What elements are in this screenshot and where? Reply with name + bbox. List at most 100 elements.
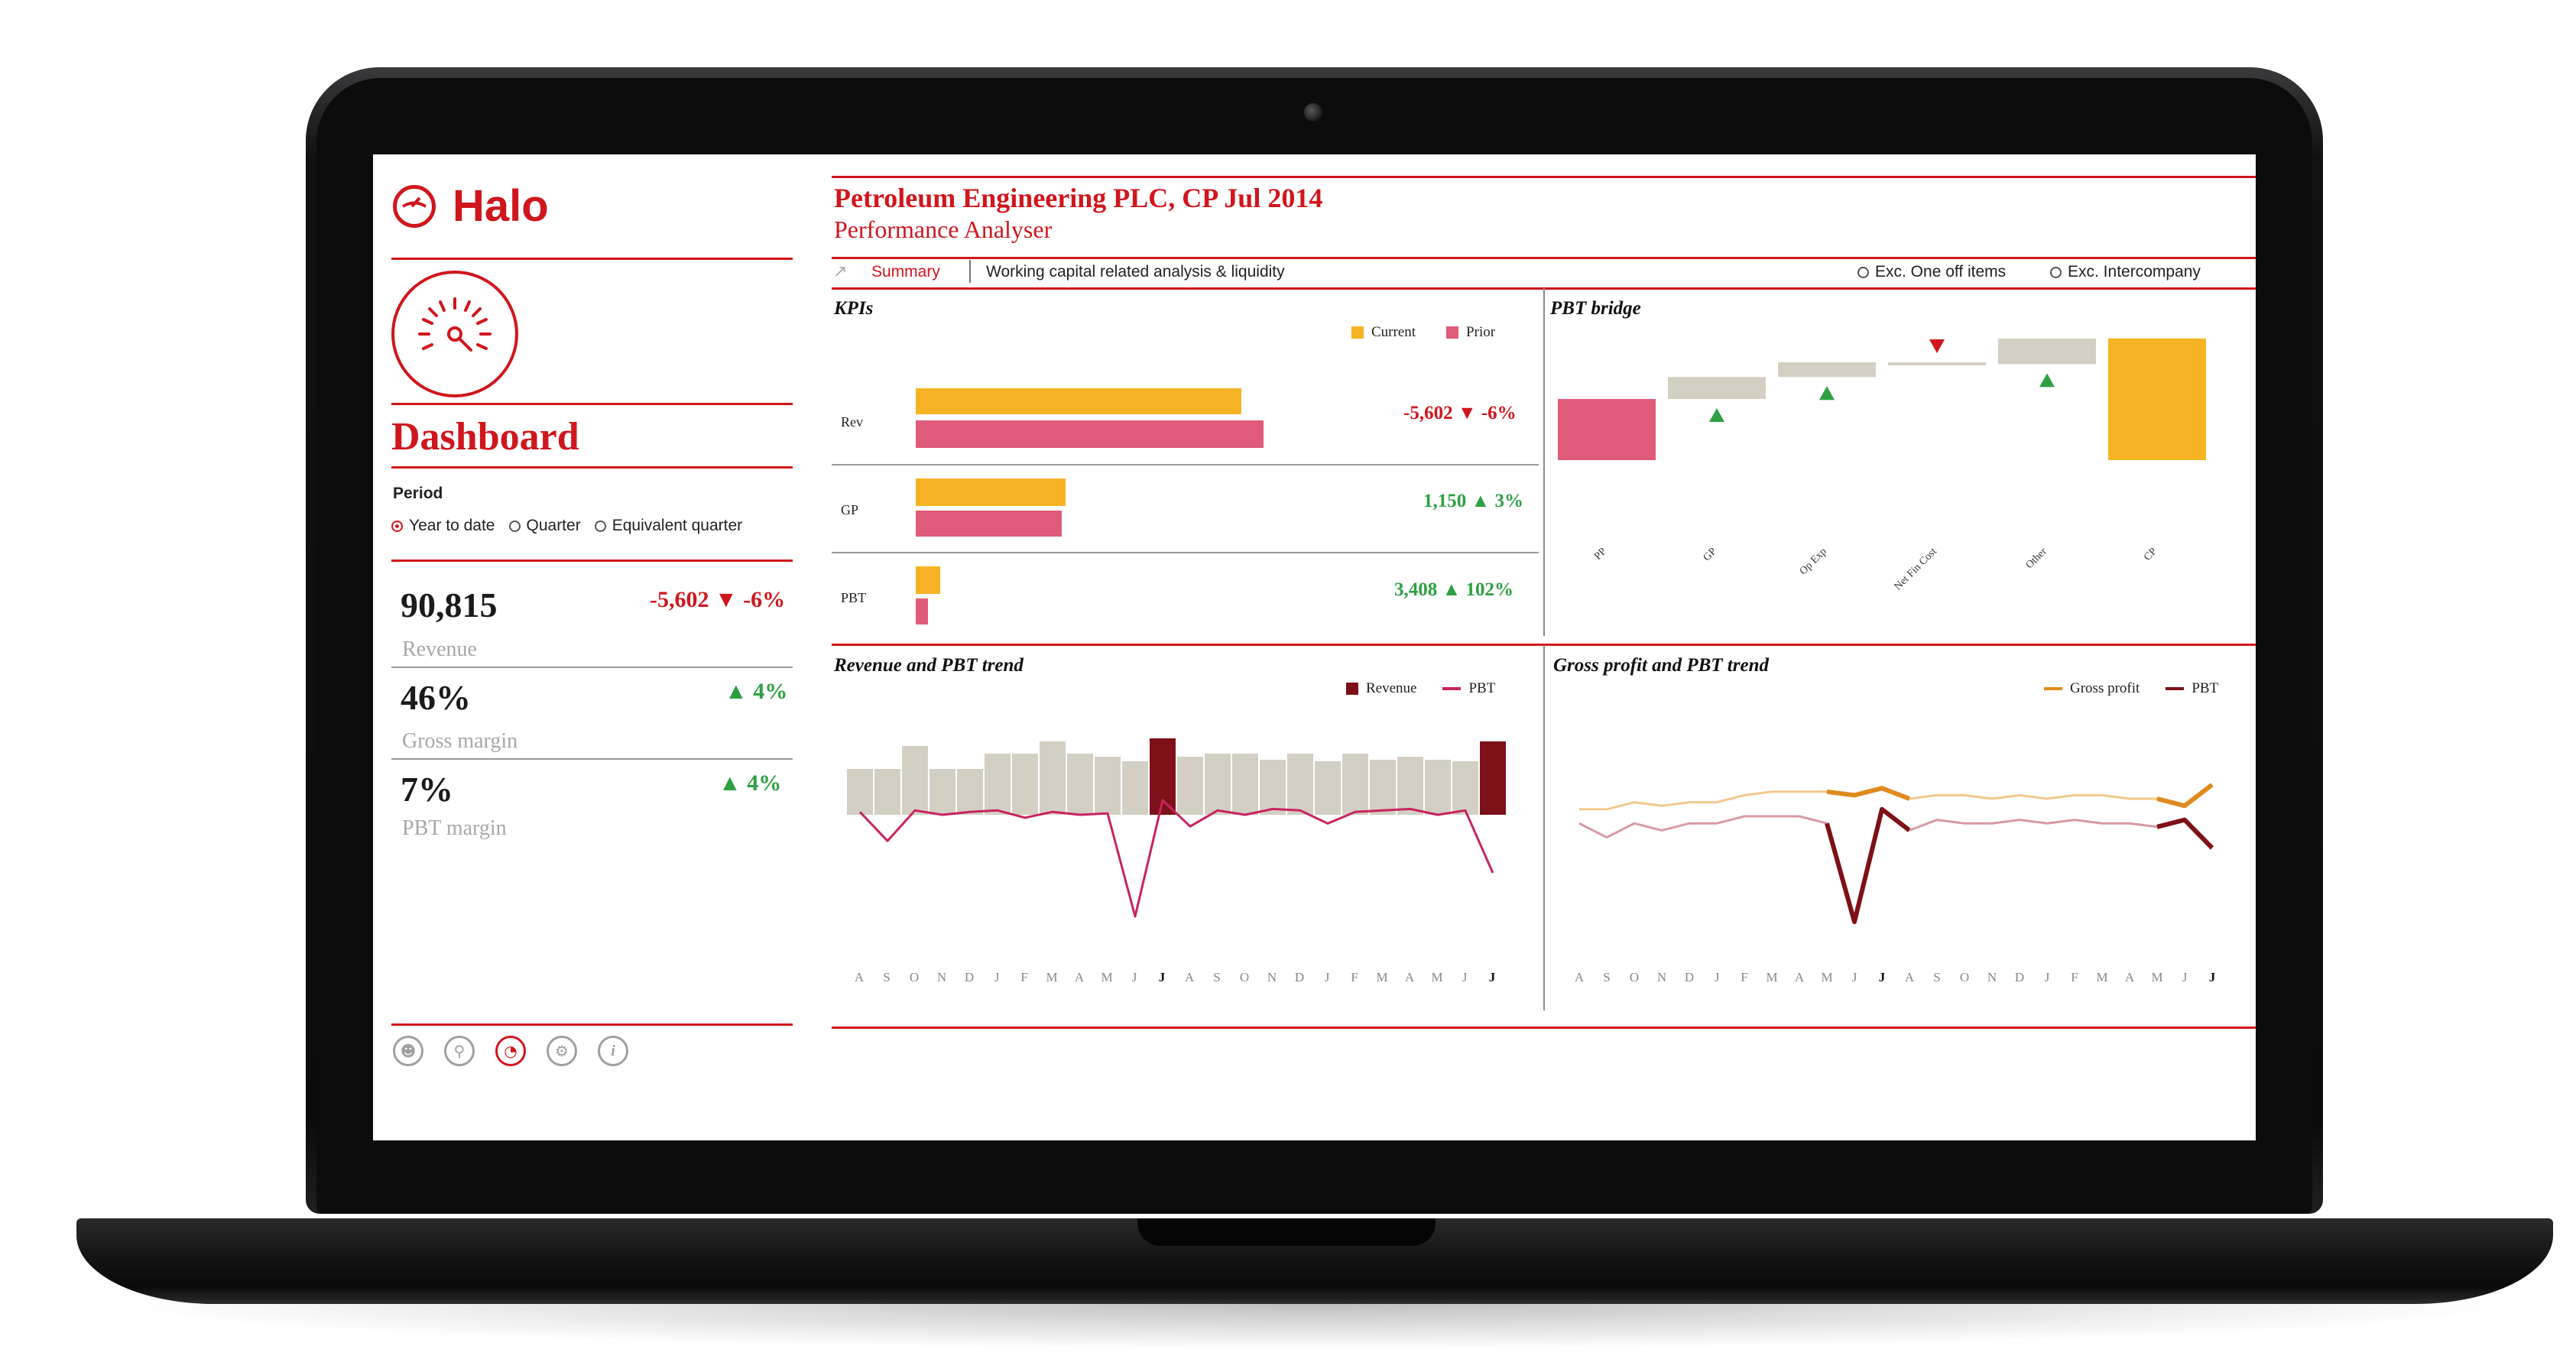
x-tick-label: F — [1351, 970, 1359, 984]
option-exc-intercompany[interactable]: Exc. Intercompany — [2050, 263, 2201, 281]
pbt-margin-delta: ▲ 4% — [719, 770, 782, 796]
revenue-bar — [1095, 757, 1121, 815]
x-tick-label: A — [1075, 970, 1085, 984]
gp-pbt-legend: Gross profit PBT — [2044, 680, 2218, 697]
revenue-bar — [1315, 761, 1341, 815]
kpi-bar-gp-prior — [916, 511, 1062, 537]
revenue-delta: -5,602 ▼ -6% — [650, 587, 786, 612]
revenue-label: Revenue — [402, 637, 477, 661]
x-tick-label: A — [1575, 970, 1585, 984]
x-tick-label: A — [1795, 970, 1805, 984]
x-tick-label: J — [1879, 970, 1886, 984]
dashboard-screen: Halo Dashboard Period Year to da — [373, 154, 2256, 1140]
revenue-bar — [1452, 761, 1478, 815]
x-tick-label: N — [1987, 970, 1997, 984]
pbt-line — [1578, 815, 1828, 839]
period-option-quarter[interactable]: Quarter — [508, 517, 581, 535]
x-tick-label: J — [1325, 970, 1332, 984]
kpi-label-gp: GP — [841, 502, 859, 517]
gross-profit-line-highlight — [1826, 786, 1911, 801]
x-tick-label: J — [1462, 970, 1469, 984]
dashboard-gauge-icon[interactable]: ◔ — [495, 1036, 526, 1066]
option-exc-one-off[interactable]: Exc. One off items — [1857, 263, 2006, 281]
revenue-pbt-legend: Revenue PBT — [1346, 680, 1495, 697]
period-option-ytd[interactable]: Year to date — [391, 517, 495, 535]
x-tick-label: A — [1185, 970, 1196, 984]
x-tick-label: M — [2151, 970, 2162, 984]
kpi-delta-gp: 1,150 ▲ 3% — [1423, 491, 1523, 511]
bridge-bar-2 — [1778, 362, 1876, 378]
kpi-delta-rev: -5,602 ▼ -6% — [1403, 403, 1517, 423]
revenue-bar — [1232, 754, 1258, 815]
x-tick-label: N — [1657, 970, 1666, 984]
x-tick-label: J — [1715, 970, 1720, 984]
revenue-value: 90,815 — [401, 585, 498, 624]
x-tick-label: J — [2182, 970, 2188, 984]
x-tick-label: M — [1046, 970, 1059, 984]
kpis-title: KPIs — [834, 298, 874, 319]
revenue-bar — [1067, 754, 1093, 815]
current-swatch — [1351, 326, 1364, 339]
x-tick-label: D — [1685, 970, 1694, 984]
x-tick-label: J — [2045, 970, 2050, 984]
kpi-bar-rev-prior — [916, 420, 1264, 448]
x-tick-label: M — [1376, 970, 1389, 984]
bridge-bar-5 — [2108, 338, 2206, 460]
revenue-bar — [1287, 754, 1313, 815]
x-tick-label: A — [855, 970, 865, 984]
x-tick-label: O — [1630, 970, 1639, 984]
search-icon[interactable]: ⚲ — [444, 1036, 475, 1066]
gross-margin-label: Gross margin — [402, 729, 518, 753]
prior-swatch — [1446, 326, 1459, 339]
page-title: Dashboard — [391, 415, 579, 459]
company-title: Petroleum Engineering PLC, CP Jul 2014 — [834, 183, 1323, 213]
revenue-pbt-trend-title: Revenue and PBT trend — [834, 655, 1024, 676]
revenue-bar — [847, 769, 873, 815]
gross-margin-delta: ▲ 4% — [725, 679, 788, 704]
pbt-line — [1909, 819, 2158, 832]
revenue-bar — [874, 769, 900, 815]
pbt-line — [858, 799, 1494, 918]
pbt-line-highlight — [2156, 817, 2214, 850]
info-icon[interactable]: i — [598, 1036, 628, 1066]
revenue-bar — [1012, 754, 1038, 815]
x-tick-label: J — [2209, 970, 2216, 984]
x-tick-label: M — [1431, 970, 1444, 984]
x-tick-label: S — [883, 970, 891, 984]
revenue-bar — [1370, 760, 1396, 815]
period-label: Period — [393, 485, 443, 502]
bridge-tick-label: PP — [1592, 546, 1609, 563]
x-tick-label: M — [2096, 970, 2107, 984]
tab-working-capital[interactable]: Working capital related analysis & liqui… — [986, 263, 1285, 281]
webcam-icon — [1304, 103, 1322, 122]
kpi-bar-pbt-prior — [916, 598, 929, 624]
radio-icon — [1857, 266, 1869, 278]
bridge-tick-label: GP — [1702, 546, 1719, 563]
x-tick-label: A — [1405, 970, 1416, 984]
settings-icon[interactable]: ⚙ — [547, 1036, 577, 1066]
period-option-equivalent-quarter[interactable]: Equivalent quarter — [594, 517, 742, 535]
revenue-bar — [1397, 757, 1423, 815]
user-icon[interactable]: ☻ — [393, 1036, 423, 1066]
app-logo-text[interactable]: Halo — [453, 181, 549, 231]
dashboard-gauge-icon — [391, 271, 518, 397]
bridge-tick-label: Net Fin Cost — [1893, 546, 1939, 592]
revenue-bar — [1260, 760, 1286, 815]
x-tick-label: N — [1267, 970, 1278, 984]
x-tick-label: J — [1159, 970, 1167, 984]
x-tick-label: D — [1295, 970, 1306, 984]
revenue-bar — [1480, 741, 1506, 815]
revenue-bar — [930, 769, 955, 815]
pbt-margin-label: PBT margin — [402, 816, 507, 840]
x-tick-label: J — [1852, 970, 1857, 984]
x-tick-label: A — [1905, 970, 1915, 984]
x-tick-label: O — [910, 970, 920, 984]
tab-summary[interactable]: Summary — [871, 263, 940, 281]
down-triangle-icon — [1929, 339, 1945, 353]
pbt-bridge-chart: PP GP Op Exp Net Fin Cost Other CP — [1558, 338, 2206, 592]
halo-logo-icon — [393, 185, 436, 228]
x-tick-label: A — [2125, 970, 2135, 984]
bridge-tick-label: CP — [2142, 546, 2159, 563]
x-tick-label: S — [1213, 970, 1221, 984]
